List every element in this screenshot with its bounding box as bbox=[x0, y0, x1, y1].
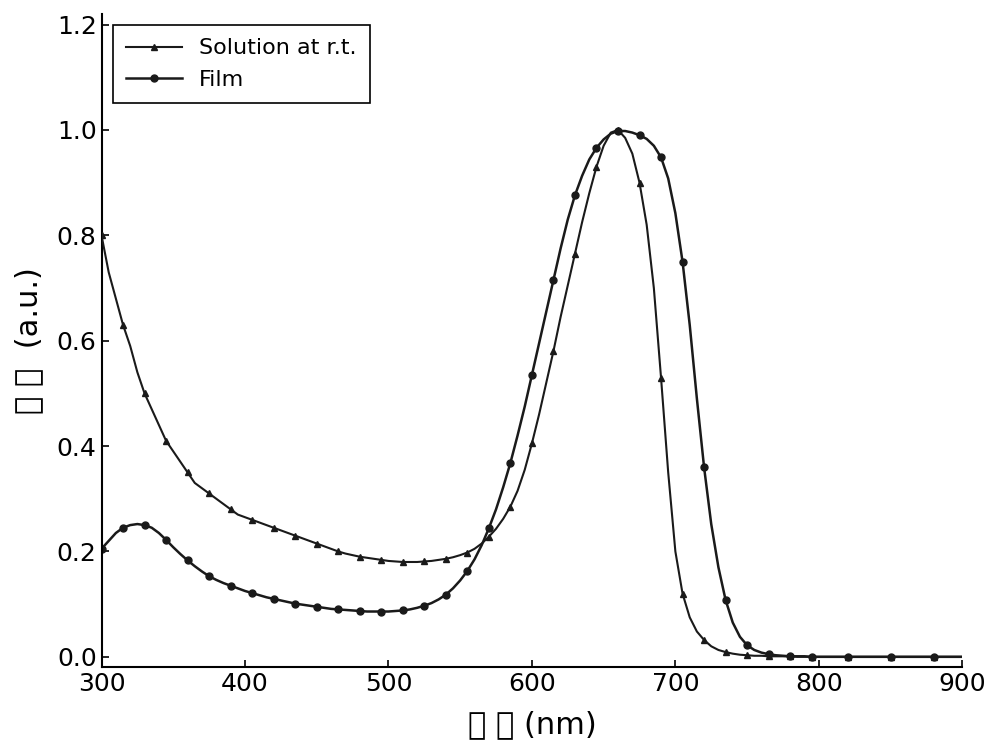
Film bbox=[461, 566, 473, 575]
Film bbox=[555, 244, 567, 253]
Film bbox=[928, 652, 940, 661]
Film bbox=[390, 606, 402, 615]
Film bbox=[96, 544, 108, 553]
Film bbox=[956, 652, 968, 661]
Solution at r.t. bbox=[555, 312, 567, 322]
Line: Solution at r.t.: Solution at r.t. bbox=[99, 127, 965, 660]
Film bbox=[296, 600, 308, 609]
Film bbox=[806, 652, 818, 661]
Solution at r.t. bbox=[296, 534, 308, 543]
Solution at r.t. bbox=[390, 557, 402, 566]
Film bbox=[275, 596, 287, 605]
Y-axis label: 吸 收  (a.u.): 吸 收 (a.u.) bbox=[14, 267, 43, 414]
Solution at r.t. bbox=[612, 126, 624, 135]
Solution at r.t. bbox=[275, 526, 287, 535]
Legend: Solution at r.t., Film: Solution at r.t., Film bbox=[113, 25, 370, 103]
Line: Film: Film bbox=[98, 127, 966, 660]
Solution at r.t. bbox=[791, 652, 803, 661]
X-axis label: 波 长 (nm): 波 长 (nm) bbox=[468, 710, 596, 739]
Solution at r.t. bbox=[956, 652, 968, 661]
Film bbox=[612, 127, 624, 136]
Solution at r.t. bbox=[461, 548, 473, 557]
Solution at r.t. bbox=[928, 652, 940, 661]
Solution at r.t. bbox=[96, 231, 108, 240]
